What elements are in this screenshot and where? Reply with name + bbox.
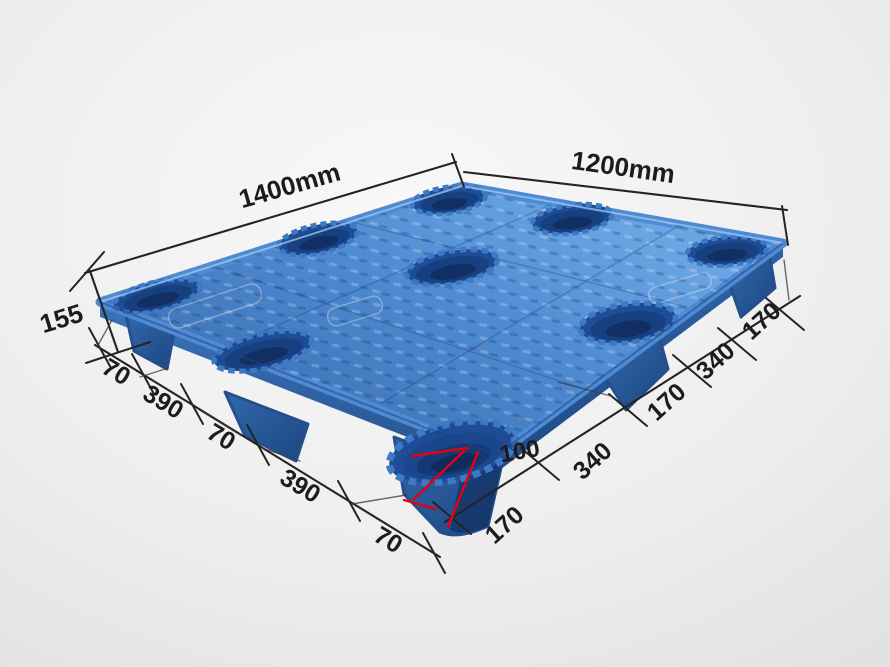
- pallet-foot: [223, 390, 310, 463]
- pallet-cups: [111, 183, 770, 487]
- deck-front-edge-line: [99, 242, 784, 457]
- dim-end-tick: [451, 153, 465, 188]
- pallet-cup: [111, 276, 203, 316]
- red-foot-edge-line: [446, 450, 480, 529]
- pallet-cup: [211, 328, 315, 374]
- pallet-cup: [684, 234, 770, 268]
- dim-end-tick: [69, 251, 105, 292]
- pallet: [95, 181, 788, 537]
- pallet-cup-front-corner: [385, 417, 519, 487]
- pallet-cup: [409, 183, 489, 217]
- pallet-cup: [403, 246, 501, 288]
- deck-slot-mark: [648, 271, 712, 305]
- deck-slot-mark: [326, 295, 384, 327]
- dim-end-tick: [781, 205, 789, 246]
- red-slant-line: [412, 449, 466, 501]
- red-tick: [410, 446, 470, 458]
- pallet-cup: [276, 220, 360, 258]
- deck-slot-mark: [167, 283, 263, 329]
- deck-edge-highlight: [99, 184, 784, 303]
- dim-foot-height-100: 100: [402, 435, 542, 529]
- pallet-deck-texture: [100, 186, 783, 455]
- red-tick: [402, 498, 438, 511]
- pallet-cup: [577, 300, 679, 346]
- dim-end-tick: [85, 341, 151, 364]
